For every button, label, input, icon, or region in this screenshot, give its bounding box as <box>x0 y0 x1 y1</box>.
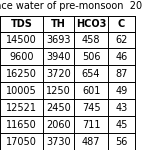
Text: 11650: 11650 <box>6 120 37 130</box>
Text: 3693: 3693 <box>46 35 71 45</box>
Text: 10005: 10005 <box>6 86 37 96</box>
Text: 16250: 16250 <box>6 69 37 79</box>
Text: 1250: 1250 <box>46 86 71 96</box>
Text: face water of pre-monsoon  20: face water of pre-monsoon 20 <box>0 0 142 10</box>
Text: 12521: 12521 <box>6 103 37 113</box>
Text: 43: 43 <box>115 103 128 113</box>
Text: 56: 56 <box>115 136 128 147</box>
Text: 9600: 9600 <box>9 52 34 62</box>
Text: 3730: 3730 <box>46 136 71 147</box>
Text: 17050: 17050 <box>6 136 37 147</box>
Text: 45: 45 <box>115 120 128 130</box>
Text: C: C <box>118 19 125 29</box>
Text: 14500: 14500 <box>6 35 37 45</box>
Text: 506: 506 <box>82 52 100 62</box>
Text: 745: 745 <box>82 103 100 113</box>
Text: 46: 46 <box>115 52 128 62</box>
Text: 62: 62 <box>115 35 128 45</box>
Text: 654: 654 <box>82 69 100 79</box>
Text: 711: 711 <box>82 120 100 130</box>
Text: TH: TH <box>51 19 66 29</box>
Text: 87: 87 <box>115 69 128 79</box>
Text: 458: 458 <box>82 35 100 45</box>
Text: 2060: 2060 <box>46 120 71 130</box>
Text: 49: 49 <box>115 86 128 96</box>
Text: 487: 487 <box>82 136 100 147</box>
Text: 601: 601 <box>82 86 100 96</box>
Text: 2450: 2450 <box>46 103 71 113</box>
Text: TDS: TDS <box>11 19 32 29</box>
Text: 3720: 3720 <box>46 69 71 79</box>
Text: 3940: 3940 <box>46 52 71 62</box>
Text: HCO3: HCO3 <box>76 19 106 29</box>
